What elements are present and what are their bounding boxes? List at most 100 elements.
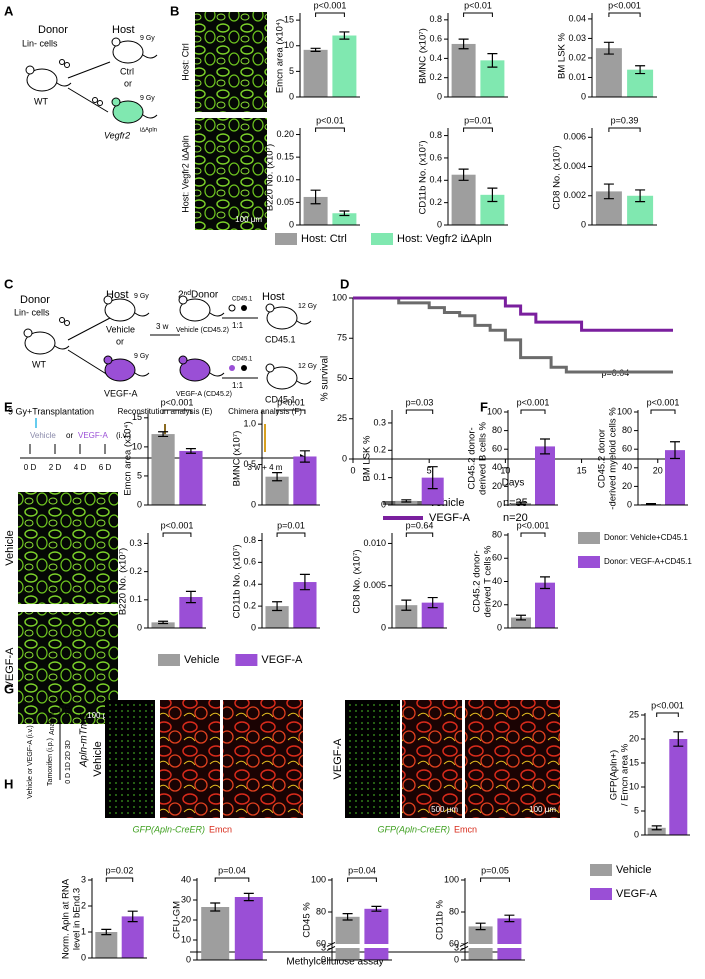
label: Donor: [20, 294, 50, 306]
legend-swatch: [590, 864, 612, 876]
bar: [293, 456, 317, 505]
label: Host: Ctrl: [180, 43, 190, 81]
p-value: p=0.02: [106, 865, 134, 875]
bar: [121, 916, 144, 958]
bar: [293, 582, 317, 628]
cell-icon: [229, 365, 235, 371]
legend-label: VEGF-A: [261, 654, 303, 666]
p-value: p<0.001: [647, 397, 680, 407]
p-value: p=0.04: [218, 865, 246, 875]
error-bar: [475, 922, 486, 931]
y-tick-label: 0.4: [429, 175, 442, 185]
axis-break: [326, 945, 336, 951]
survival-line: [353, 296, 673, 374]
y-tick-label: 0: [289, 219, 294, 229]
significance-bracket: [347, 877, 377, 882]
error-bar: [299, 573, 310, 591]
y-tick-label: 60: [316, 938, 326, 948]
y-tick-label: 0.3: [129, 538, 142, 548]
y-axis-label: BMNC (x10⁷): [232, 431, 243, 487]
axis-break: [326, 941, 336, 947]
y-tick-label: 20: [629, 733, 639, 743]
y-tick-label: 80: [492, 529, 502, 539]
label: CD45.1: [265, 334, 296, 344]
y-tick-label: 1.0: [243, 419, 256, 429]
bar: [179, 597, 203, 628]
y-tick-label: 20: [622, 481, 632, 491]
p-value: p=0.05: [481, 865, 509, 875]
image: [345, 700, 400, 818]
error-bar: [210, 902, 221, 912]
mouse-tail: [56, 82, 72, 87]
y-axis-label: derived T cells %: [483, 545, 494, 618]
label: i∆Apln: [140, 127, 157, 134]
y-tick-label: 10: [132, 441, 142, 451]
cell-icon: [241, 305, 247, 311]
legend-label: Host: Ctrl: [301, 233, 347, 245]
p-value: p<0.001: [608, 0, 641, 10]
y-tick-label: 50: [337, 373, 347, 383]
p-value: p=0.01: [277, 520, 305, 530]
error-bar: [651, 825, 662, 831]
mouse-tail: [296, 320, 312, 325]
y-tick-label: 15: [629, 757, 639, 767]
y-tick-label: 15: [132, 412, 142, 422]
bar: [595, 48, 622, 97]
y-tick-label: 0.5: [243, 459, 256, 469]
y-axis-label: CD45.2 donor-: [472, 550, 483, 612]
connector: [67, 61, 111, 79]
label: Host: [112, 24, 135, 36]
label: Vegfr2: [104, 130, 130, 140]
y-axis-label: CD45.2 donor-: [467, 427, 478, 489]
mouse-ear: [265, 363, 275, 373]
error-bar: [635, 65, 646, 75]
legend-swatch: [235, 654, 258, 666]
mouse-icon: [179, 298, 211, 322]
label: 9 Gy: [140, 95, 155, 102]
y-axis-label: derived B cells %: [478, 422, 489, 495]
image: [402, 700, 462, 818]
bar: [95, 932, 118, 958]
legend-label: Donor: Vehicle+CD45.1: [604, 533, 688, 542]
y-tick-label: 0.01: [568, 72, 586, 82]
cell-icon: [59, 59, 65, 65]
significance-bracket: [214, 877, 250, 882]
mouse-ear: [25, 65, 35, 75]
error-bar: [540, 576, 550, 590]
significance-bracket: [405, 409, 434, 414]
label: 100 μm: [87, 711, 114, 720]
label: VEGF-A: [104, 388, 138, 398]
error-bar: [635, 189, 646, 203]
mouse-tail: [134, 372, 150, 377]
p-value: p<0.01: [277, 397, 305, 407]
panel-letter: D: [340, 276, 349, 291]
mouse-ear: [178, 295, 188, 305]
y-tick-label: 75: [337, 333, 347, 343]
p-value: p=0.64: [406, 520, 434, 530]
label: 3 w: [156, 322, 169, 331]
error-bar: [310, 47, 321, 52]
panel-letter: G: [4, 681, 14, 696]
bar: [179, 450, 203, 505]
significance-bracket: [315, 127, 345, 132]
error-bar: [487, 52, 498, 68]
error-bar: [646, 503, 656, 506]
y-axis-label: CD45.2 donor: [597, 429, 608, 488]
label: or: [116, 336, 124, 346]
axis-break: [460, 944, 526, 948]
label: Chimera analysis (F): [228, 407, 302, 416]
y-tick-label: 0: [437, 91, 442, 101]
mouse-ear: [103, 295, 113, 305]
bar: [451, 174, 476, 225]
error-bar: [401, 599, 412, 611]
mouse-icon: [104, 298, 136, 322]
error-bar: [243, 892, 254, 902]
y-axis-label: / Emcn area %: [620, 743, 631, 806]
label: 4 D: [65, 705, 72, 716]
label: 500 μm: [431, 805, 458, 814]
y-tick-label: 0.2: [243, 600, 256, 610]
y-tick-label: 3: [454, 942, 459, 952]
cell-icon: [59, 317, 65, 323]
panel-letter: B: [170, 3, 179, 18]
